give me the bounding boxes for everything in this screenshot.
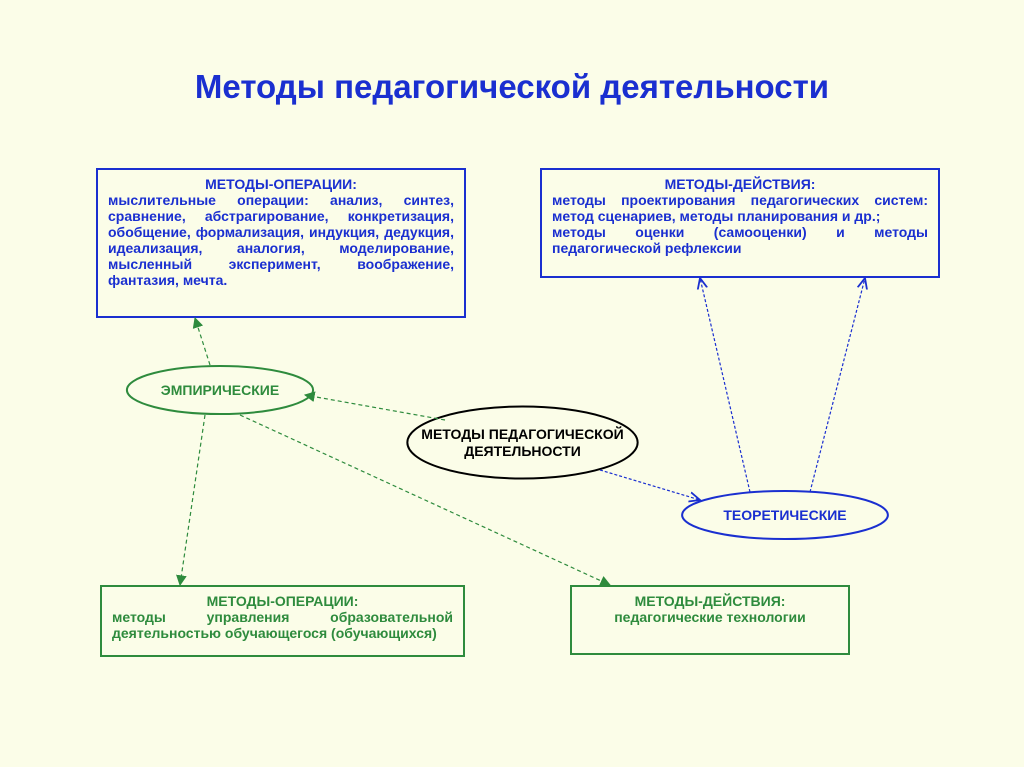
box-methods-operations-empirical: МЕТОДЫ-ОПЕРАЦИИ: методы управления образ… xyxy=(100,585,465,657)
ellipse-theoretical: ТЕОРЕТИЧЕСКИЕ xyxy=(680,490,890,540)
box-methods-operations-theoretical: МЕТОДЫ-ОПЕРАЦИИ: мыслительные операции: … xyxy=(96,168,466,318)
ellipse-label: ЭМПИРИЧЕСКИЕ xyxy=(153,382,287,398)
box-body: методы проектирования педагогических сис… xyxy=(552,192,928,256)
box-body: мыслительные операции: анализ, синтез, с… xyxy=(108,192,454,288)
connector-arrow xyxy=(810,278,865,492)
connector-arrow xyxy=(195,318,210,365)
box-body: методы управления образовательной деятел… xyxy=(112,609,453,641)
box-title: МЕТОДЫ-ОПЕРАЦИИ: xyxy=(108,176,454,192)
connector-arrow xyxy=(180,415,205,585)
box-methods-actions-empirical: МЕТОДЫ-ДЕЙСТВИЯ: педагогические технолог… xyxy=(570,585,850,655)
box-body: педагогические технологии xyxy=(582,609,838,625)
connector-arrow xyxy=(700,278,750,492)
page-title: Методы педагогической деятельности xyxy=(0,68,1024,106)
ellipse-center: МЕТОДЫ ПЕДАГОГИЧЕСКОЙ ДЕЯТЕЛЬНОСТИ xyxy=(405,405,640,480)
box-title: МЕТОДЫ-ОПЕРАЦИИ: xyxy=(112,593,453,609)
ellipse-empirical: ЭМПИРИЧЕСКИЕ xyxy=(125,365,315,415)
ellipse-label: МЕТОДЫ ПЕДАГОГИЧЕСКОЙ ДЕЯТЕЛЬНОСТИ xyxy=(405,426,640,458)
box-title: МЕТОДЫ-ДЕЙСТВИЯ: xyxy=(582,593,838,609)
box-title: МЕТОДЫ-ДЕЙСТВИЯ: xyxy=(552,176,928,192)
box-methods-actions-theoretical: МЕТОДЫ-ДЕЙСТВИЯ: методы проектирования п… xyxy=(540,168,940,278)
ellipse-label: ТЕОРЕТИЧЕСКИЕ xyxy=(715,507,854,523)
